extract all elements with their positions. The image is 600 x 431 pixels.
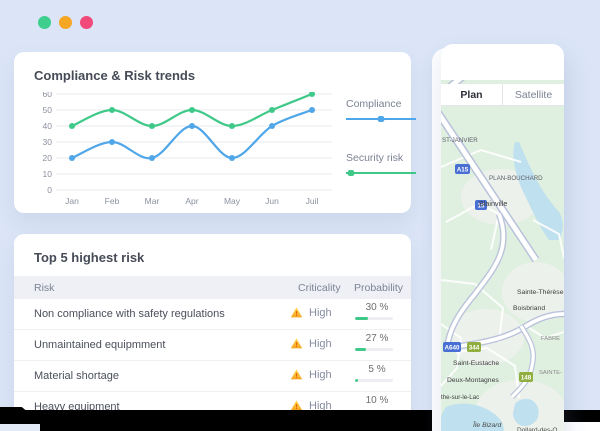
svg-text:Boisbriand: Boisbriand [513, 305, 545, 312]
svg-text:148: 148 [521, 375, 532, 382]
svg-text:Deux-Montagnes: Deux-Montagnes [447, 377, 499, 384]
svg-text:Juil: Juil [306, 196, 319, 206]
svg-text:60: 60 [43, 92, 53, 99]
svg-text:30: 30 [43, 137, 53, 147]
svg-text:ST-JANVIER: ST-JANVIER [442, 137, 478, 144]
svg-text:A15: A15 [457, 167, 469, 174]
svg-text:FABRE: FABRE [541, 336, 560, 342]
svg-text:Jun: Jun [265, 196, 279, 206]
svg-text:Blainville: Blainville [479, 199, 507, 208]
svg-text:50: 50 [43, 105, 53, 115]
svg-text:344: 344 [469, 345, 480, 352]
svg-text:A640: A640 [444, 345, 460, 352]
svg-text:Feb: Feb [105, 196, 120, 206]
svg-text:20: 20 [43, 153, 53, 163]
svg-text:10: 10 [43, 169, 53, 179]
svg-text:PLAN-BOUCHARD: PLAN-BOUCHARD [489, 175, 543, 182]
svg-text:40: 40 [43, 121, 53, 131]
svg-text:Sainte-Thérèse: Sainte-Thérèse [517, 289, 564, 296]
svg-text:Dollard-des-O: Dollard-des-O [517, 427, 557, 431]
svg-text:Mar: Mar [145, 196, 160, 206]
svg-text:the-sur-le-Lac: the-sur-le-Lac [441, 394, 479, 401]
svg-text:0: 0 [47, 185, 52, 195]
svg-text:May: May [224, 196, 241, 206]
svg-text:Apr: Apr [185, 196, 198, 206]
svg-text:Île Bizard: Île Bizard [473, 420, 502, 429]
svg-text:Jan: Jan [65, 196, 79, 206]
svg-text:SAINTE-: SAINTE- [539, 370, 562, 376]
svg-text:Saint-Eustache: Saint-Eustache [453, 360, 499, 367]
